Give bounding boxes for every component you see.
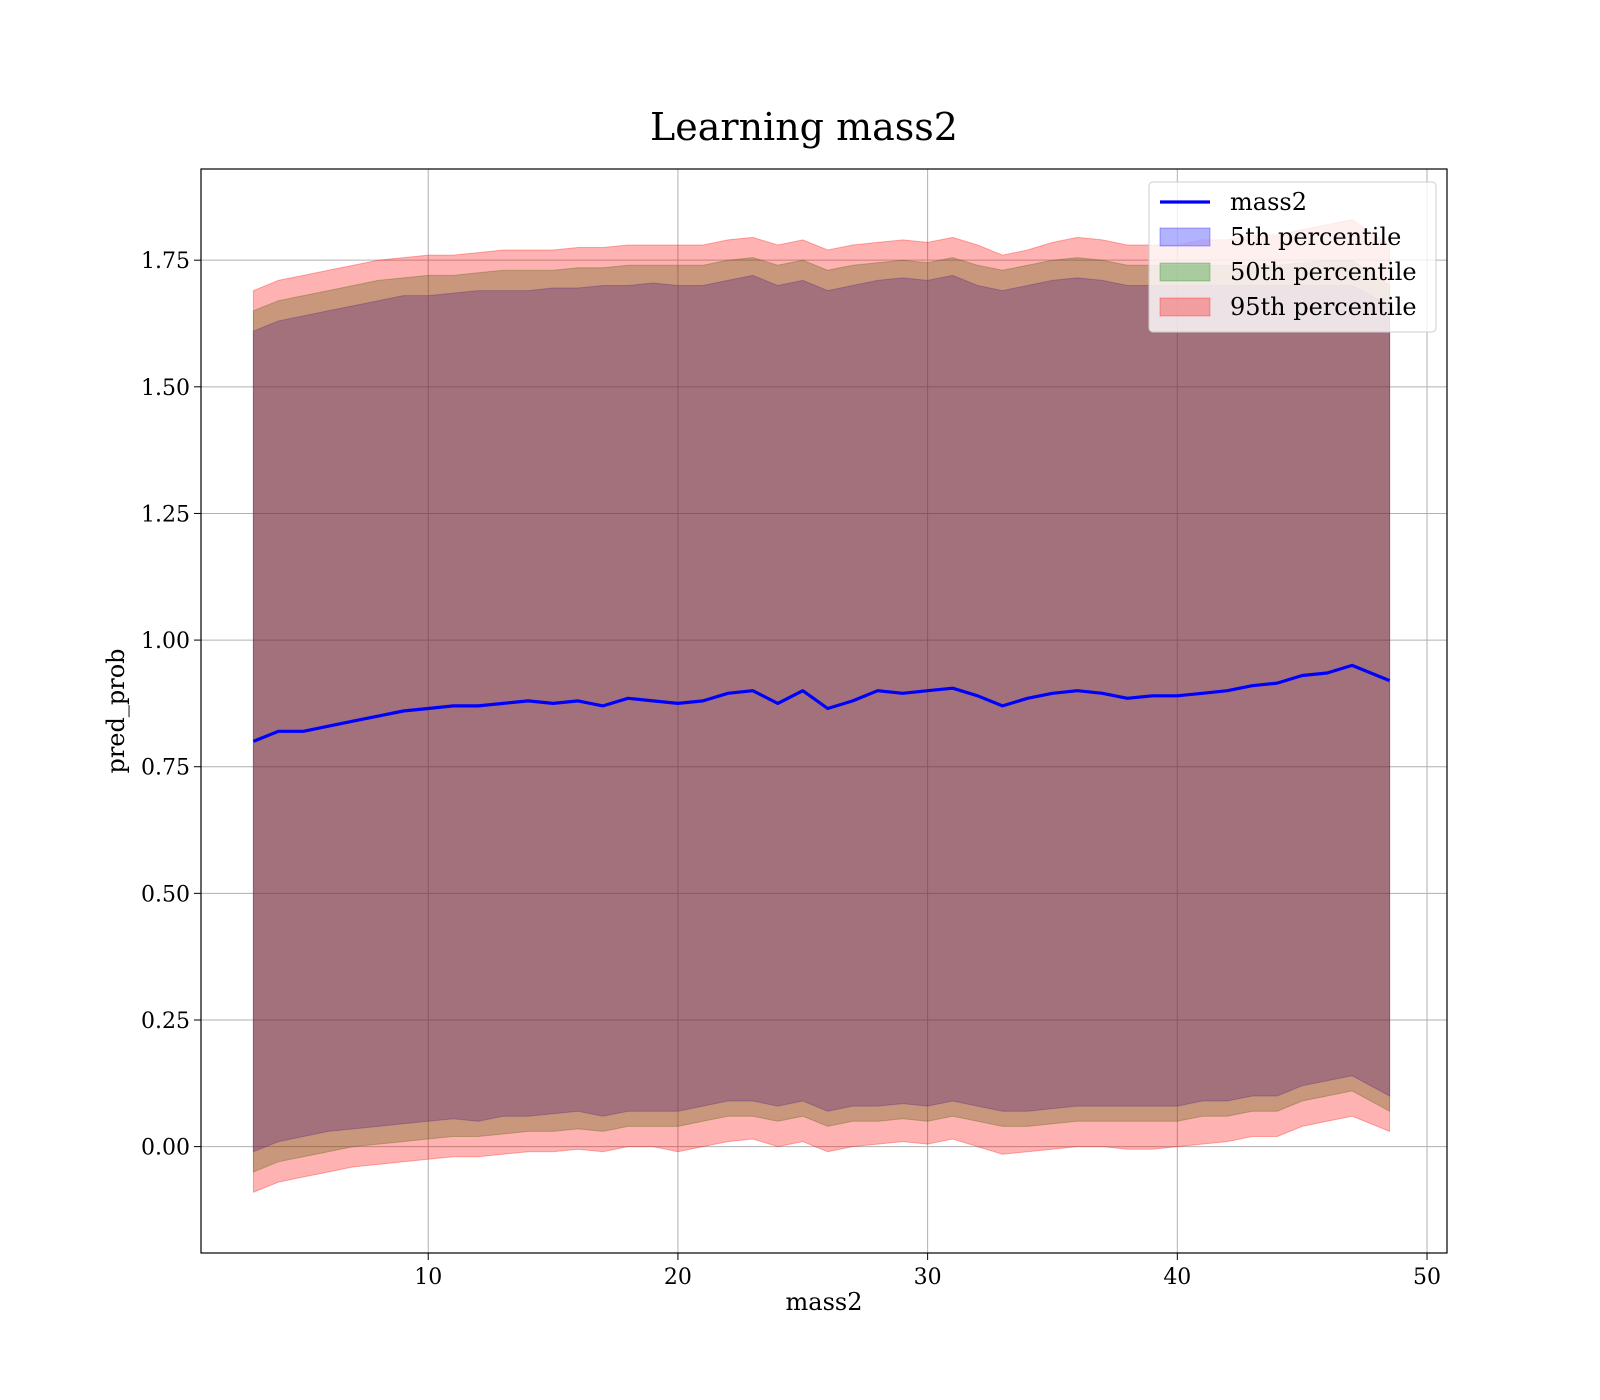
grid [201, 169, 1447, 1253]
legend: mass2 5th percentile 50th percentile 95th p… [1148, 181, 1437, 333]
y-tick-label: 0.50 [141, 882, 190, 907]
x-tick-label: 30 [914, 1265, 942, 1290]
y-tick-label: 1.00 [141, 629, 190, 654]
legend-swatch-5th-percentile [1159, 227, 1211, 247]
band-50th-percentile [252, 257, 1391, 1173]
legend-box [1148, 181, 1437, 333]
y-tick-label: 0.75 [141, 756, 190, 781]
legend-label: 95th percentile [1230, 293, 1417, 321]
y-axis: 0.00 0.25 0.50 0.75 1.00 1.25 1.50 1.75 [141, 249, 201, 1161]
y-tick-label: 0.00 [141, 1136, 190, 1161]
legend-label: 5th percentile [1230, 223, 1401, 251]
x-tick-label: 20 [664, 1265, 692, 1290]
y-axis-title: pred_prob [102, 648, 130, 773]
x-axis: 10 20 30 40 50 [414, 1253, 1441, 1290]
legend-label: mass2 [1230, 188, 1307, 216]
legend-label: 50th percentile [1230, 258, 1417, 286]
band-5th-percentile [252, 274, 1391, 1153]
x-tick-label: 50 [1413, 1265, 1441, 1290]
series-line-mass2 [252, 663, 1391, 743]
x-tick-label: 40 [1163, 1265, 1191, 1290]
series-lines [252, 663, 1391, 743]
legend-swatch-95th-percentile [1159, 297, 1211, 317]
y-tick-label: 1.25 [141, 502, 190, 527]
x-tick-label: 10 [414, 1265, 442, 1290]
y-tick-label: 1.50 [141, 376, 190, 401]
y-tick-label: 0.25 [141, 1009, 190, 1034]
y-tick-label: 1.75 [141, 249, 190, 274]
legend-swatch-50th-percentile [1159, 262, 1211, 282]
x-axis-title: mass2 [786, 1288, 863, 1316]
plot-frame [200, 168, 1448, 1254]
chart-title: Learning mass2 [650, 105, 958, 149]
